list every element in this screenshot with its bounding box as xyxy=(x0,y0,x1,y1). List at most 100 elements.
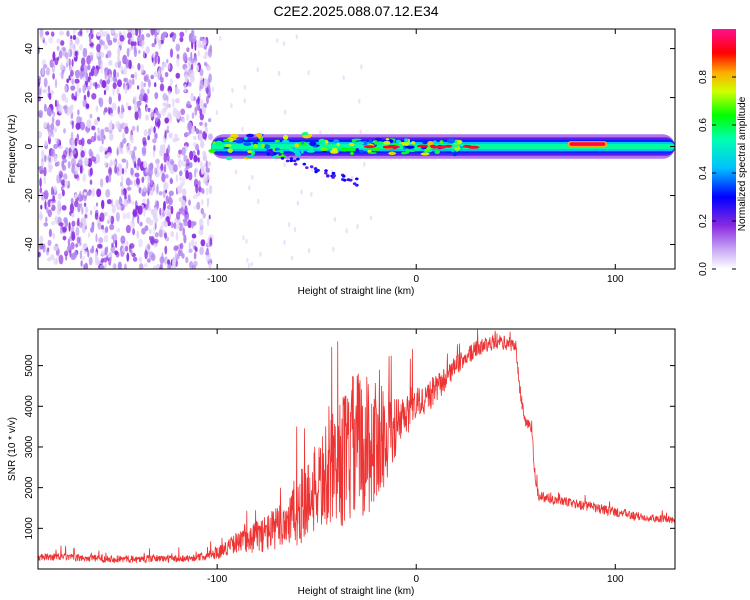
noise-speckle xyxy=(121,168,125,175)
noise-speckle xyxy=(85,72,89,82)
noise-speckle xyxy=(197,50,200,57)
noise-speckle xyxy=(153,265,157,269)
noise-speckle xyxy=(189,74,195,83)
noise-speckle xyxy=(203,80,208,89)
noise-speckle xyxy=(39,235,44,244)
noise-speckle xyxy=(52,66,56,72)
noise-speckle xyxy=(193,155,198,163)
signal-tail-blob xyxy=(326,174,330,178)
noise-speckle xyxy=(53,111,56,117)
noise-speckle xyxy=(106,33,111,43)
noise-speckle xyxy=(126,199,132,204)
noise-speckle xyxy=(136,230,140,239)
noise-speckle xyxy=(114,165,117,174)
noise-speckle xyxy=(199,218,204,227)
noise-speckle-sparse xyxy=(283,162,286,168)
noise-speckle xyxy=(123,82,126,90)
noise-speckle xyxy=(140,81,145,89)
noise-speckle xyxy=(114,78,118,83)
noise-speckle xyxy=(138,109,142,120)
noise-speckle xyxy=(164,209,171,217)
colorbar-tick-label: 0.0 xyxy=(698,262,709,276)
noise-speckle xyxy=(122,132,125,140)
noise-speckle xyxy=(69,249,72,258)
noise-speckle xyxy=(99,212,105,222)
noise-speckle xyxy=(113,69,117,78)
noise-speckle xyxy=(186,158,190,167)
noise-speckle xyxy=(177,185,182,194)
figure-title: C2E2.2025.088.07.12.E34 xyxy=(273,3,438,19)
noise-speckle xyxy=(106,50,112,58)
noise-speckle xyxy=(53,143,58,149)
x-tick-label: 0 xyxy=(413,574,419,585)
noise-speckle xyxy=(38,109,43,117)
noise-speckle xyxy=(193,178,199,188)
noise-speckle-sparse xyxy=(282,41,286,46)
signal-tail-blob xyxy=(278,153,282,156)
signal-hotspot xyxy=(444,144,453,148)
noise-speckle xyxy=(128,59,132,70)
noise-speckle xyxy=(66,57,70,63)
noise-speckle xyxy=(176,211,181,220)
noise-speckle xyxy=(197,96,200,105)
noise-speckle xyxy=(186,214,190,221)
noise-speckle xyxy=(175,98,180,104)
noise-speckle xyxy=(53,154,58,162)
noise-speckle xyxy=(124,126,129,134)
noise-speckle-sparse xyxy=(215,110,219,116)
signal-blob xyxy=(401,151,408,155)
noise-speckle xyxy=(71,58,74,67)
noise-speckle xyxy=(67,238,70,248)
colorbar-tick-label: 0.2 xyxy=(698,214,709,228)
signal-blob xyxy=(376,141,384,145)
noise-speckle xyxy=(75,122,81,130)
noise-speckle xyxy=(95,153,100,164)
noise-speckle xyxy=(52,51,56,62)
noise-speckle xyxy=(159,262,163,269)
noise-speckle-sparse xyxy=(319,130,322,136)
noise-speckle-sparse xyxy=(251,174,254,180)
noise-speckle xyxy=(64,219,69,228)
noise-speckle xyxy=(68,49,71,57)
noise-speckle xyxy=(113,263,117,269)
noise-speckle xyxy=(90,29,93,34)
signal-blob xyxy=(358,148,365,150)
noise-speckle xyxy=(74,78,80,84)
noise-speckle xyxy=(83,94,87,101)
noise-speckle xyxy=(108,129,113,134)
signal-tail-blob xyxy=(324,169,328,173)
noise-speckle xyxy=(109,159,113,167)
signal-blob xyxy=(260,143,265,148)
noise-speckle xyxy=(44,200,47,210)
noise-speckle xyxy=(80,150,85,158)
noise-speckle xyxy=(176,110,181,120)
noise-speckle xyxy=(131,78,135,85)
noise-speckle xyxy=(85,103,90,109)
noise-speckle xyxy=(184,205,188,215)
noise-speckle xyxy=(50,31,55,37)
noise-speckle xyxy=(104,69,107,79)
snr-frame xyxy=(37,328,676,570)
noise-speckle xyxy=(197,157,200,163)
signal-tail-blob xyxy=(346,178,351,182)
noise-speckle xyxy=(63,85,68,93)
noise-speckle xyxy=(202,38,207,46)
noise-speckle xyxy=(203,55,208,59)
noise-speckle xyxy=(107,162,111,168)
noise-speckle xyxy=(136,101,140,109)
noise-speckle xyxy=(126,145,129,154)
noise-speckle xyxy=(125,212,131,219)
noise-speckle xyxy=(170,231,175,238)
signal-blob xyxy=(320,147,328,151)
noise-speckle xyxy=(199,68,204,77)
noise-speckle xyxy=(78,139,83,146)
noise-speckle xyxy=(66,30,70,37)
noise-speckle xyxy=(149,228,152,235)
signal-hotspot xyxy=(386,145,395,149)
noise-speckle xyxy=(188,121,192,130)
noise-speckle xyxy=(53,185,57,193)
noise-speckle xyxy=(191,112,195,119)
noise-speckle xyxy=(110,245,116,254)
signal-blob xyxy=(225,156,233,161)
noise-speckle xyxy=(141,191,147,197)
